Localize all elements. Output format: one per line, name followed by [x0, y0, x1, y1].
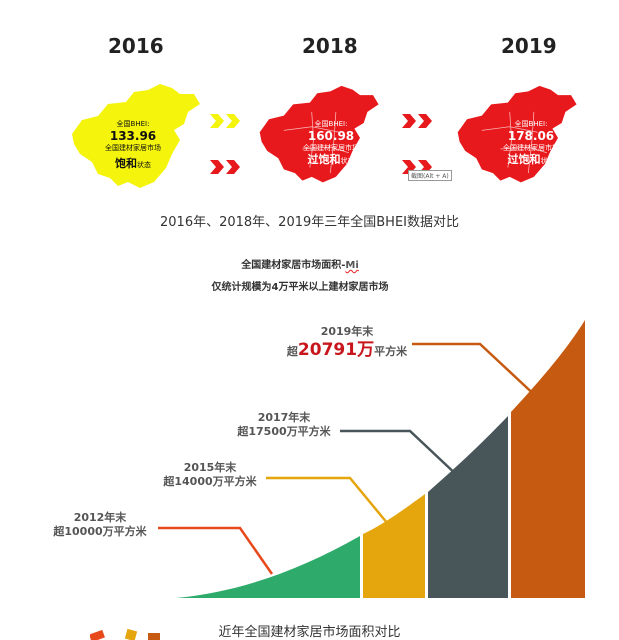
map-2016-info: 全国BHEI: 133.96 全国建材家居市场 饱和状态: [98, 120, 168, 170]
label-2019: 2019年末 超20791万平方米: [272, 325, 422, 361]
label-prefix: 超: [286, 345, 298, 359]
market-label: 全国建材家居市场: [503, 143, 559, 152]
map-2019-info: 全国BHEI: 178.06 全国建材家居市场 过饱和状态: [496, 120, 566, 166]
label-text: 超10000万平方米: [53, 525, 147, 539]
china-map-2016: [72, 84, 200, 188]
label-2015: 2015年末 超14000万平方米: [150, 461, 270, 490]
label-unit: 平方米: [374, 345, 408, 359]
segment-2012: [176, 536, 360, 598]
status-suffix: 状态: [137, 160, 151, 169]
chevron-right-icon: [402, 114, 432, 128]
label-value: 20791万: [297, 340, 375, 361]
bhei-label: 全国BHEI:: [314, 120, 348, 128]
leader-line-2015: [266, 476, 389, 525]
bhei-label: 全国BHEI:: [514, 120, 548, 128]
china-map-2019: [457, 85, 577, 183]
segment-2015: [363, 494, 425, 598]
bhei-label: 全国BHEI:: [116, 120, 150, 128]
market-label: 全国建材家居市场: [105, 143, 161, 152]
segment-2017: [428, 416, 508, 598]
label-2017: 2017年末 超17500万平方米: [224, 411, 344, 440]
chevron-right-icon: [210, 160, 240, 174]
status-main: 饱和: [115, 156, 137, 170]
bhei-value: 160.98: [307, 128, 355, 143]
status-main: 过饱和: [307, 152, 341, 166]
screenshot-tooltip: 截图(Alt + A): [408, 170, 452, 181]
label-year: 2019年末: [320, 325, 374, 338]
label-year: 2015年末: [183, 461, 237, 474]
caption-area-comparison: 近年全国建材家居市场面积对比: [218, 625, 401, 640]
status-suffix: 状态: [540, 156, 555, 165]
status-main: 过饱和: [507, 152, 541, 166]
status-suffix: 状态: [340, 156, 355, 165]
label-year: 2012年末: [73, 511, 127, 524]
leader-line-2017: [340, 429, 461, 479]
leader-line-2019: [412, 342, 541, 401]
year-label-2016: 2016: [108, 34, 164, 58]
bhei-value: 178.06: [507, 128, 555, 143]
label-year: 2017年末: [257, 411, 311, 424]
label-text: 超17500万平方米: [237, 425, 331, 439]
decorative-graphic: [90, 628, 160, 640]
chart-title-line2: 仅统计规模为4万平米以上建材家居市场: [211, 282, 389, 293]
segment-2019: [511, 320, 585, 598]
caption-bhei-comparison: 2016年、2018年、2019年三年全国BHEI数据对比: [160, 215, 459, 230]
chevron-right-icon: [210, 114, 240, 128]
map-2018-info: 全国BHEI: 160.98 全国建材家居市场 过饱和状态: [296, 120, 366, 166]
chart-title-text: 全国建材家居市场面积-: [241, 260, 346, 271]
year-label-2019: 2019: [501, 34, 557, 58]
label-text: 超14000万平方米: [163, 475, 257, 489]
leader-line-2012: [158, 526, 274, 575]
chart-title-brand: Mi: [345, 260, 359, 271]
chart-title-line1: 全国建材家居市场面积-Mi: [150, 256, 450, 271]
year-label-2018: 2018: [302, 34, 358, 58]
bhei-value: 133.96: [109, 128, 157, 143]
market-label: 全国建材家居市场: [303, 143, 359, 152]
label-2012: 2012年末 超10000万平方米: [40, 511, 160, 540]
china-map-2018: [259, 85, 379, 183]
area-growth-chart: [158, 320, 585, 598]
